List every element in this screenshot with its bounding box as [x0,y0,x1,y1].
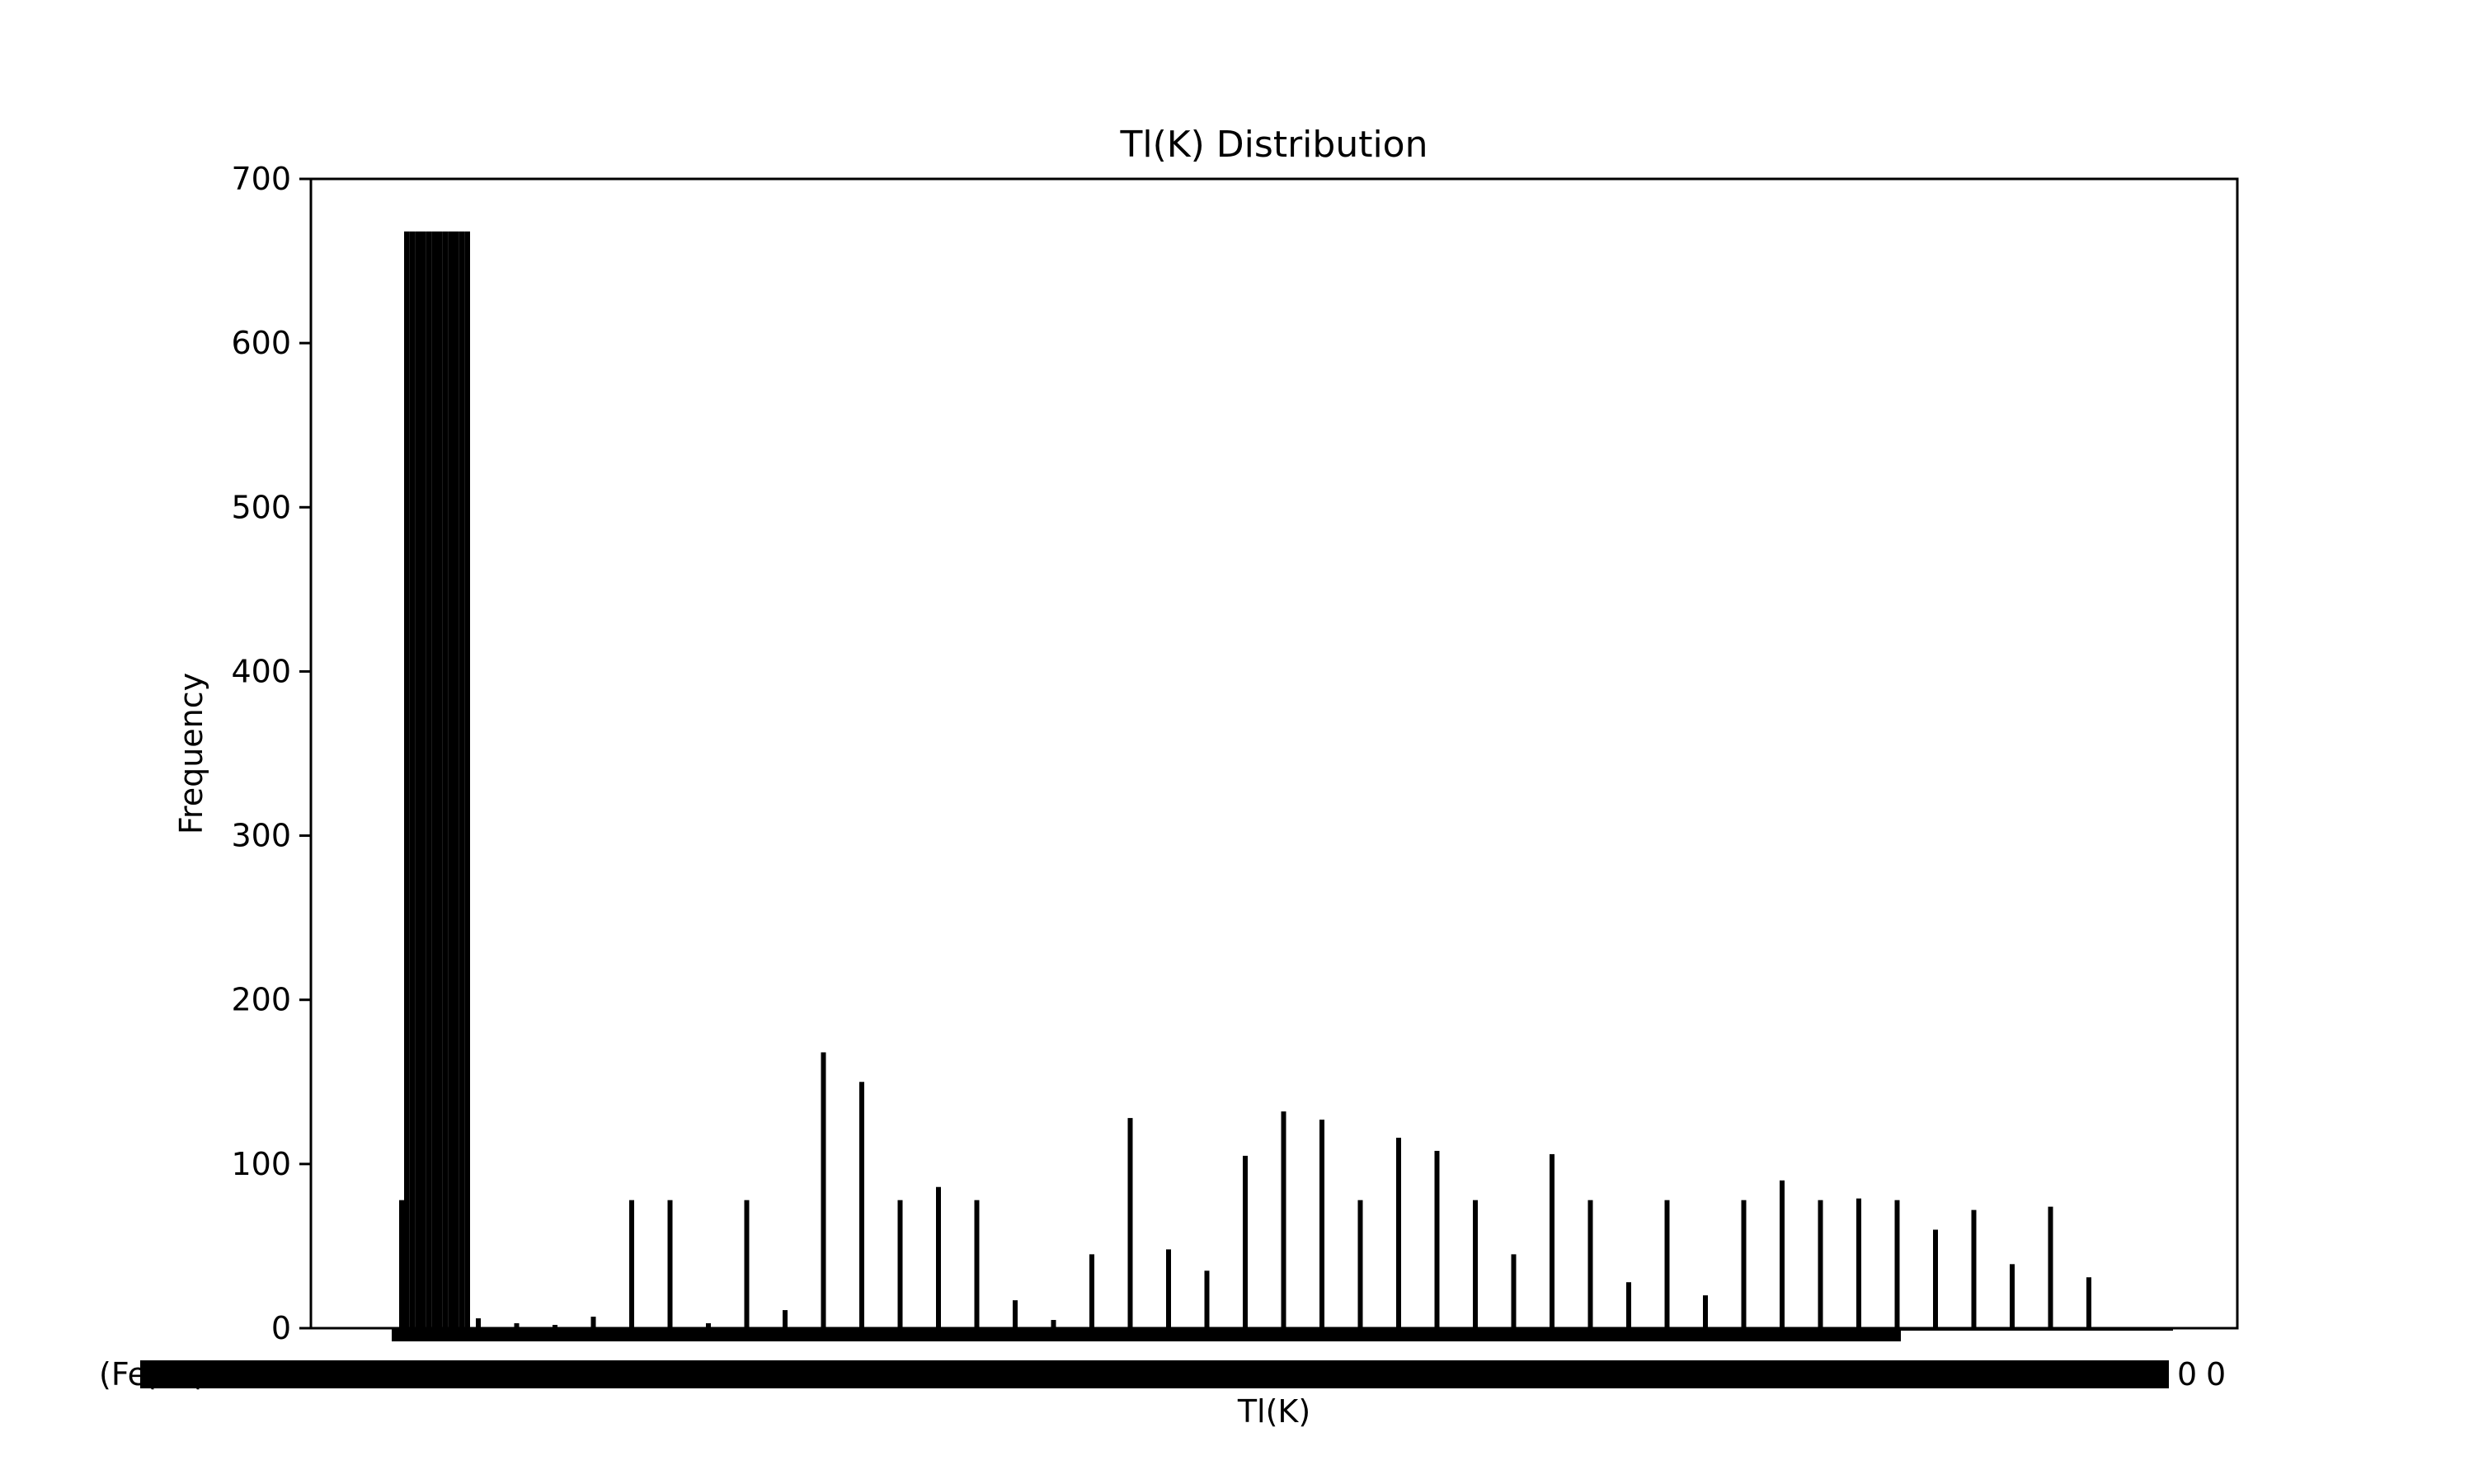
bar-41 [1511,1254,1517,1328]
y-tick-label-7: 700 [231,161,291,197]
x-tick-label-2: (Fe [190,1356,238,1392]
bar-54 [2010,1264,2015,1328]
bar-6 [431,231,437,1328]
chart-title: Tl(K) Distribution [1120,124,1428,166]
x-tick-labels-layer: (Fe(F (Fe 0 0 0 [99,1328,2226,1392]
bar-36 [1319,1120,1324,1328]
bar-25 [897,1200,903,1328]
bar-8 [442,231,449,1328]
x-tick-label-5: 0 [2206,1356,2226,1392]
bar-35 [1281,1111,1286,1328]
bar-27 [974,1200,980,1328]
bar-12 [464,231,470,1328]
bar-49 [1818,1200,1823,1328]
bar-24 [859,1082,864,1328]
bar-47 [1741,1200,1747,1328]
dense-x-tick-band [392,1328,1901,1341]
bar-40 [1473,1200,1478,1328]
bar-18 [629,1200,634,1328]
bar-45 [1664,1200,1670,1328]
bar-44 [1626,1282,1631,1328]
bar-4 [421,231,426,1328]
bar-39 [1434,1150,1440,1328]
bar-43 [1587,1200,1593,1328]
bar-33 [1204,1270,1210,1328]
y-axis-label: Frequency [173,673,209,834]
bar-22 [783,1310,788,1328]
bar-32 [1166,1249,1171,1328]
bar-53 [1971,1209,1977,1328]
bar-15 [514,1323,520,1328]
bar-5 [426,231,432,1328]
y-tick-label-4: 400 [231,653,291,689]
bar-20 [706,1323,711,1328]
bar-34 [1243,1155,1248,1328]
bar-26 [936,1186,941,1328]
bar-3 [415,231,421,1328]
bar-42 [1550,1153,1554,1328]
bar-46 [1703,1295,1708,1328]
x-tick-label-4: 0 [2177,1356,2197,1392]
bar-28 [1013,1300,1018,1328]
bar-55 [2048,1206,2053,1328]
x-tick-label-0: (Fe [99,1356,147,1392]
x-tick-label-overlap-band [140,1360,2169,1388]
y-tick-label-2: 200 [231,982,291,1018]
y-axis-ticks: 0 100 200 300 400 500 600 700 [231,161,311,1346]
bars-layer [399,231,2091,1328]
bar-9 [448,231,454,1328]
bar-7 [437,231,443,1328]
x-tick-label-3: 0 [2144,1356,2164,1392]
y-tick-label-3: 300 [231,818,291,854]
plot-frame [309,177,2239,1330]
bar-56 [2086,1277,2091,1328]
bar-17 [590,1317,596,1328]
bar-30 [1089,1254,1094,1328]
bar-16 [553,1325,557,1328]
y-tick-label-0: 0 [271,1310,291,1346]
y-tick-label-6: 600 [231,325,291,361]
bar-1 [404,231,410,1328]
bar-38 [1396,1137,1401,1328]
bar-0 [399,1200,404,1328]
bar-13 [437,1200,443,1328]
x-tick-label-1: (F [144,1356,175,1392]
bar-52 [1933,1229,1938,1328]
bar-50 [1856,1198,1861,1328]
y-tick-label-5: 500 [231,489,291,525]
bar-37 [1357,1200,1363,1328]
bar-14 [476,1318,481,1328]
bar-21 [744,1200,750,1328]
bar-2 [409,231,416,1328]
bar-48 [1780,1180,1785,1328]
bar-10 [454,231,459,1328]
y-tick-label-1: 100 [231,1146,291,1182]
bar-19 [667,1200,673,1328]
bar-51 [1894,1200,1900,1328]
x-axis-label: Tl(K) [1237,1393,1310,1430]
bar-23 [821,1052,826,1328]
bar-29 [1051,1320,1056,1328]
bar-31 [1127,1118,1133,1328]
bar-11 [459,231,465,1328]
